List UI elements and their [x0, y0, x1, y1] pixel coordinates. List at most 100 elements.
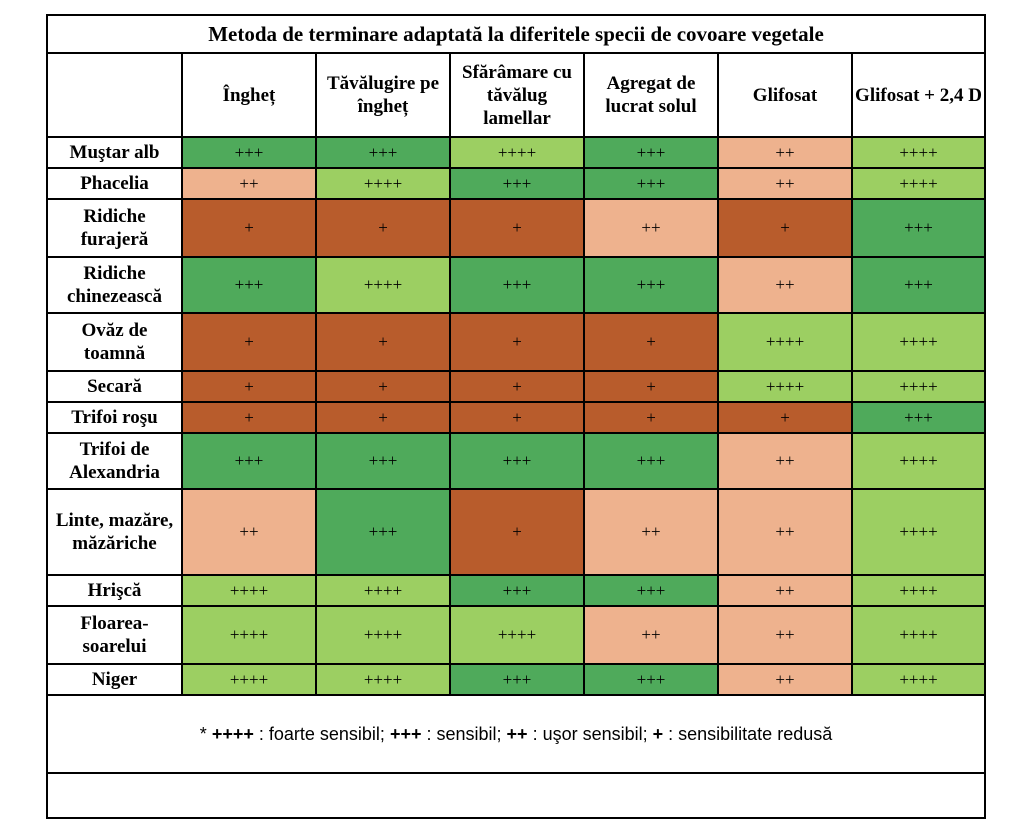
table-row: Ridiche chinezească +++ ++++ +++ +++ ++ +++ [48, 256, 985, 314]
rating-cell: + [181, 370, 317, 403]
rating-cell: +++ [583, 256, 719, 314]
row-label: Muştar alb [48, 136, 183, 169]
legend-key-4: ++++ [211, 723, 254, 744]
rating-cell: ++++ [181, 605, 317, 665]
table-row: Ridiche furajeră + + + ++ + +++ [48, 198, 985, 258]
rating-cell: + [449, 488, 585, 576]
rating-cell: ++++ [850, 370, 985, 403]
rating-cell: + [449, 312, 585, 372]
rating-cell: ++++ [850, 432, 985, 490]
rating-cell: ++++ [850, 605, 985, 665]
table-row: Trifoi de Alexandria +++ +++ +++ +++ ++ ++++ [48, 432, 985, 490]
rating-cell: ++ [717, 136, 853, 169]
rating-cell: ++++ [850, 167, 985, 200]
rating-cell: ++++ [850, 663, 985, 696]
rating-cell: ++++ [717, 312, 853, 372]
rating-cell: +++ [449, 167, 585, 200]
table-row: Linte, mazăre, măzăriche ++ +++ + ++ ++ ++++ [48, 488, 985, 576]
empty-row [48, 772, 985, 817]
column-header: Îngheț [181, 52, 317, 138]
rating-cell: + [181, 401, 317, 434]
rating-cell: +++ [850, 401, 985, 434]
rating-cell: + [315, 312, 451, 372]
rating-cell: + [717, 401, 853, 434]
rating-cell: ++++ [315, 167, 451, 200]
table-row: Secară + + + + ++++ ++++ [48, 370, 985, 403]
row-label: Ridiche furajeră [48, 198, 183, 258]
sensitivity-table-frame: Metoda de terminare adaptată la diferite… [46, 14, 986, 819]
rating-cell: ++ [583, 605, 719, 665]
rating-cell: ++++ [449, 605, 585, 665]
row-label: Linte, mazăre, măzăriche [48, 488, 183, 576]
row-label: Trifoi de Alexandria [48, 432, 183, 490]
legend-row: * ++++ : foarte sensibil; +++ : sensibil… [48, 694, 985, 774]
table-row: Ovăz de toamnă + + + + ++++ ++++ [48, 312, 985, 372]
rating-cell: +++ [449, 663, 585, 696]
rating-cell: +++ [583, 432, 719, 490]
rating-cell: + [583, 312, 719, 372]
row-label: Niger [48, 663, 183, 696]
column-header: Glifosat + 2,4 D [850, 52, 985, 138]
rating-cell: ++ [717, 432, 853, 490]
title-row: Metoda de terminare adaptată la diferite… [48, 16, 985, 54]
legend-text-2: : uşor sensibil; [527, 723, 653, 744]
rating-cell: + [315, 401, 451, 434]
rating-cell: ++++ [449, 136, 585, 169]
rating-cell: +++ [850, 198, 985, 258]
table-row: Hrişcă ++++ ++++ +++ +++ ++ ++++ [48, 574, 985, 607]
rating-cell: ++ [717, 605, 853, 665]
rating-cell: +++ [583, 167, 719, 200]
rating-cell: ++++ [315, 574, 451, 607]
legend-prefix: * [199, 723, 212, 744]
rating-cell: +++ [181, 256, 317, 314]
rating-cell: +++ [315, 488, 451, 576]
table-title: Metoda de terminare adaptată la diferite… [48, 16, 985, 54]
legend-text-1: : sensibilitate redusă [663, 723, 833, 744]
sensitivity-table: Metoda de terminare adaptată la diferite… [48, 16, 985, 817]
legend-text-4: : foarte sensibil; [253, 723, 390, 744]
rating-cell: ++++ [850, 312, 985, 372]
legend-key-1: + [652, 723, 664, 744]
rating-cell: +++ [449, 432, 585, 490]
rating-cell: ++++ [315, 605, 451, 665]
column-header: Tăvălugire pe îngheț [315, 52, 451, 138]
row-label: Floarea-soarelui [48, 605, 183, 665]
rating-cell: +++ [850, 256, 985, 314]
column-header: Glifosat [717, 52, 853, 138]
rating-cell: ++++ [181, 574, 317, 607]
rating-cell: + [181, 312, 317, 372]
rating-cell: +++ [583, 574, 719, 607]
corner-cell [48, 52, 183, 138]
rating-cell: ++++ [850, 574, 985, 607]
legend-key-2: ++ [506, 723, 528, 744]
empty-cell [48, 772, 985, 817]
row-label: Hrişcă [48, 574, 183, 607]
rating-cell: ++++ [315, 256, 451, 314]
rating-cell: ++++ [717, 370, 853, 403]
rating-cell: ++++ [850, 136, 985, 169]
column-header: Sfărâmare cu tăvălug lamellar [449, 52, 585, 138]
table-row: Floarea-soarelui ++++ ++++ ++++ ++ ++ ++++ [48, 605, 985, 665]
rating-cell: +++ [315, 136, 451, 169]
row-label: Phacelia [48, 167, 183, 200]
rating-cell: ++ [181, 167, 317, 200]
rating-cell: +++ [449, 574, 585, 607]
rating-cell: ++++ [181, 663, 317, 696]
table-row: Niger ++++ ++++ +++ +++ ++ ++++ [48, 663, 985, 696]
table-row: Muştar alb +++ +++ ++++ +++ ++ ++++ [48, 136, 985, 169]
rating-cell: + [315, 198, 451, 258]
table-row: Phacelia ++ ++++ +++ +++ ++ ++++ [48, 167, 985, 200]
row-label: Ridiche chinezească [48, 256, 183, 314]
rating-cell: ++ [583, 198, 719, 258]
header-row: Îngheț Tăvălugire pe îngheț Sfărâmare cu t… [48, 52, 985, 138]
legend-key-3: +++ [389, 723, 422, 744]
rating-cell: ++ [717, 663, 853, 696]
rating-cell: ++++ [850, 488, 985, 576]
row-label: Trifoi roşu [48, 401, 183, 434]
rating-cell: +++ [181, 432, 317, 490]
row-label: Ovăz de toamnă [48, 312, 183, 372]
table-row: Trifoi roşu + + + + + +++ [48, 401, 985, 434]
rating-cell: ++++ [315, 663, 451, 696]
rating-cell: + [449, 401, 585, 434]
rating-cell: ++ [717, 574, 853, 607]
